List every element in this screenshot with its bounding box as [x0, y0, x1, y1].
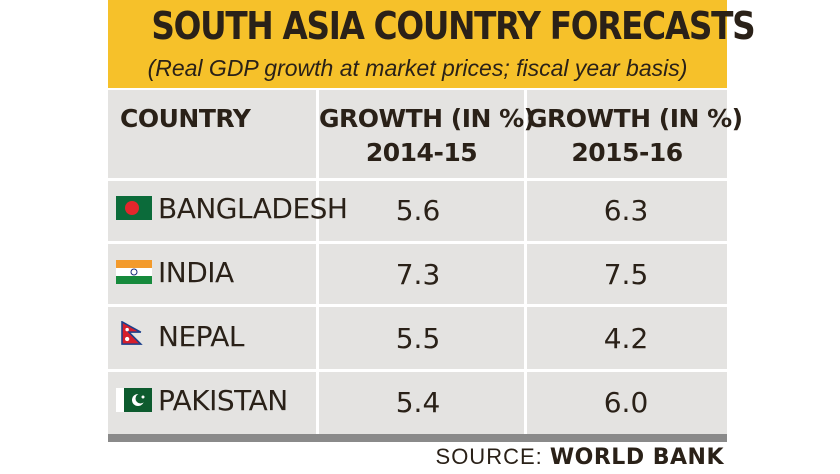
growth-2015-16-value: 6.0: [603, 386, 649, 419]
source-label: SOURCE:: [435, 444, 543, 469]
title-banner: SOUTH ASIA COUNTRY FORECASTS (Real GDP g…: [108, 0, 756, 88]
chart-title: SOUTH ASIA COUNTRY FORECASTS: [151, 4, 755, 48]
header-growth-2015-16: GROWTH (IN %) 2015-16: [527, 104, 743, 167]
country-name: NEPAL: [158, 320, 244, 353]
row-divider: [108, 304, 727, 307]
growth-2014-15-value: 5.6: [395, 194, 441, 227]
forecast-table: COUNTRY GROWTH (IN %) 2014-15 GROWTH (IN…: [108, 90, 743, 434]
growth-2015-16-value: 4.2: [603, 322, 649, 355]
growth-2014-15-value: 5.4: [395, 386, 441, 419]
growth-2014-15-value: 5.5: [395, 322, 441, 355]
growth-2015-16-value: 6.3: [603, 194, 649, 227]
country-name: PAKISTAN: [158, 384, 288, 417]
table-bottom-bar: [108, 434, 727, 442]
header-country: COUNTRY: [120, 104, 251, 133]
country-name: INDIA: [158, 256, 234, 289]
country-name: BANGLADESH: [158, 192, 348, 225]
nepal-flag-icon: [121, 321, 143, 345]
row-divider: [108, 369, 727, 372]
row-divider: [108, 241, 727, 244]
bangladesh-flag-icon: [116, 196, 152, 220]
row-divider: [108, 178, 727, 181]
india-flag-icon: [116, 260, 152, 284]
column-divider: [524, 90, 527, 434]
source-credit: SOURCE: WORLD BANK: [436, 444, 724, 470]
chart-subtitle: (Real GDP growth at market prices; fisca…: [147, 55, 688, 81]
growth-2015-16-value: 7.5: [603, 258, 649, 291]
growth-2014-15-value: 7.3: [395, 258, 441, 291]
pakistan-flag-icon: [116, 388, 152, 412]
header-growth-2014-15: GROWTH (IN %) 2014-15: [319, 104, 535, 167]
column-divider: [316, 90, 319, 434]
source-name: WORLD BANK: [549, 445, 724, 470]
